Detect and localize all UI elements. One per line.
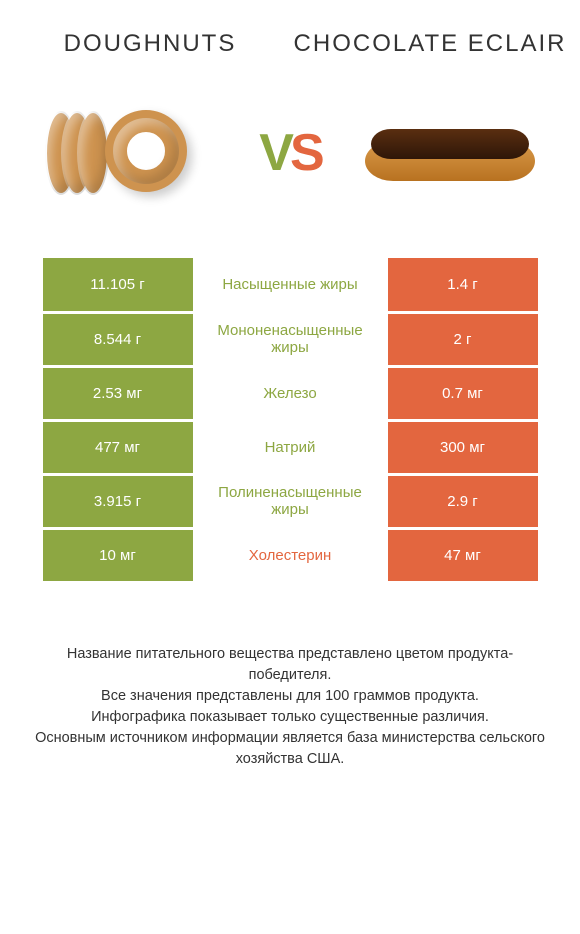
table-row: 2.53 мгЖелезо0.7 мг	[43, 366, 538, 420]
vs-label: VS	[259, 123, 320, 183]
footnote-line: Инфографика показывает только существенн…	[30, 707, 550, 728]
title-right: CHOCOLATE ECLAIR	[290, 30, 570, 58]
eclair-image	[360, 98, 540, 208]
value-right: 2 г	[388, 312, 538, 366]
value-right: 2.9 г	[388, 474, 538, 528]
value-right: 1.4 г	[388, 258, 538, 312]
value-left: 10 мг	[43, 528, 193, 582]
vs-s: S	[290, 124, 321, 182]
footnote: Название питательного вещества представл…	[0, 644, 580, 770]
nutrition-table: 11.105 гНасыщенные жиры1.4 г8.544 гМонон…	[43, 258, 538, 584]
nutrient-label: Натрий	[193, 420, 388, 474]
images-row: VS	[0, 68, 580, 258]
vs-v: V	[259, 124, 290, 182]
value-left: 11.105 г	[43, 258, 193, 312]
nutrient-label: Насыщенные жиры	[193, 258, 388, 312]
doughnuts-image	[40, 98, 220, 208]
title-left: DOUGHNUTS	[10, 30, 290, 58]
table-row: 3.915 гПолиненасыщенные жиры2.9 г	[43, 474, 538, 528]
footnote-line: Основным источником информации является …	[30, 728, 550, 770]
footnote-line: Все значения представлены для 100 граммо…	[30, 686, 550, 707]
nutrient-label: Полиненасыщенные жиры	[193, 474, 388, 528]
value-left: 477 мг	[43, 420, 193, 474]
value-right: 47 мг	[388, 528, 538, 582]
table-row: 477 мгНатрий300 мг	[43, 420, 538, 474]
table-row: 11.105 гНасыщенные жиры1.4 г	[43, 258, 538, 312]
value-right: 0.7 мг	[388, 366, 538, 420]
footnote-line: Название питательного вещества представл…	[30, 644, 550, 686]
table-row: 10 мгХолестерин47 мг	[43, 528, 538, 582]
value-right: 300 мг	[388, 420, 538, 474]
table-row: 8.544 гМононенасыщенные жиры2 г	[43, 312, 538, 366]
nutrient-label: Мононенасыщенные жиры	[193, 312, 388, 366]
value-left: 2.53 мг	[43, 366, 193, 420]
header: DOUGHNUTS CHOCOLATE ECLAIR	[0, 0, 580, 68]
nutrition-table-body: 11.105 гНасыщенные жиры1.4 г8.544 гМонон…	[43, 258, 538, 582]
value-left: 8.544 г	[43, 312, 193, 366]
value-left: 3.915 г	[43, 474, 193, 528]
nutrient-label: Железо	[193, 366, 388, 420]
nutrient-label: Холестерин	[193, 528, 388, 582]
